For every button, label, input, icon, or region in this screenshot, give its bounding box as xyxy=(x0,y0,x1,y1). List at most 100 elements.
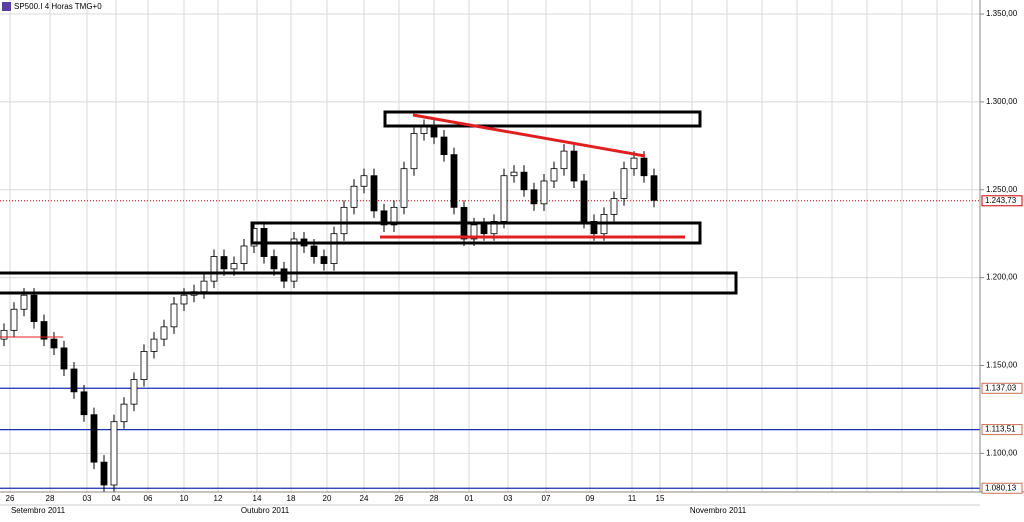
candle-body xyxy=(70,368,78,393)
candle-body xyxy=(470,224,478,240)
symbol-icon xyxy=(2,2,11,11)
x-tick-label: 11 xyxy=(628,494,637,503)
candle-body xyxy=(10,308,18,331)
month-label: Setembro 2011 xyxy=(11,506,66,515)
candles xyxy=(0,119,980,492)
level-label: 1.080,13 xyxy=(985,483,1017,492)
candle-body xyxy=(580,180,588,222)
candle-body xyxy=(270,256,278,270)
candle-body xyxy=(480,224,488,235)
x-tick-label: 07 xyxy=(542,494,551,503)
trend-line xyxy=(412,113,646,158)
candle-body xyxy=(440,136,448,156)
candle-body xyxy=(220,256,228,270)
x-tick-label: 20 xyxy=(323,494,332,503)
candle-body xyxy=(520,171,528,191)
candle-body xyxy=(280,268,288,282)
x-tick-label: 09 xyxy=(586,494,595,503)
candle-body xyxy=(170,303,178,328)
level-tag xyxy=(981,424,1023,436)
x-tick-label: 26 xyxy=(6,494,15,503)
box xyxy=(250,221,702,245)
candle-body xyxy=(100,461,108,486)
x-tick-label: 10 xyxy=(180,494,189,503)
candle-body xyxy=(400,168,408,208)
drawings xyxy=(0,110,738,338)
candle-body xyxy=(570,150,578,182)
chart-title[interactable]: SP500.I 4 Horas TMG+0 xyxy=(14,2,102,11)
candle-body xyxy=(180,294,188,305)
candle-body xyxy=(380,210,388,226)
month-label: Outubro 2011 xyxy=(241,506,290,515)
candle-body xyxy=(310,245,318,257)
candle-body xyxy=(120,403,128,423)
candle-body xyxy=(110,421,118,486)
candle-body xyxy=(230,263,238,270)
candle-body xyxy=(620,168,628,199)
x-tick-label: 24 xyxy=(360,494,369,503)
level-tag xyxy=(981,482,1023,494)
x-tick-label: 01 xyxy=(465,494,474,503)
x-tick-label: 04 xyxy=(112,494,121,503)
candle-body xyxy=(80,391,88,416)
candle-body xyxy=(320,256,328,264)
x-tick-label: 28 xyxy=(46,494,55,503)
candle-body xyxy=(60,347,68,370)
box xyxy=(0,271,738,295)
candle-body xyxy=(650,175,658,201)
candle-body xyxy=(590,220,598,235)
y-tick-label: 1.250,00 xyxy=(986,185,1018,194)
candle-body xyxy=(640,157,648,177)
last-price-label: 1.243,73 xyxy=(985,196,1017,205)
candle-body xyxy=(330,233,338,264)
candle-body xyxy=(350,185,358,208)
box xyxy=(383,110,702,128)
candle-body xyxy=(290,238,298,282)
candle-body xyxy=(420,126,428,134)
candle-body xyxy=(510,171,518,177)
candle-body xyxy=(50,338,58,349)
x-tick-label: 14 xyxy=(253,494,262,503)
candle-body xyxy=(240,245,248,264)
x-tick-label: 06 xyxy=(144,494,153,503)
level-tag xyxy=(981,382,1023,394)
candle-body xyxy=(410,133,418,170)
candle-body xyxy=(450,154,458,208)
candle-body xyxy=(30,294,38,322)
candle-body xyxy=(360,175,368,187)
candle-body xyxy=(150,338,158,352)
candle-body xyxy=(530,189,538,205)
candle-body xyxy=(370,175,378,212)
x-tick-label: 12 xyxy=(214,494,223,503)
x-tick-label: 03 xyxy=(504,494,513,503)
candle-body xyxy=(430,126,438,138)
y-tick-label: 1.100,00 xyxy=(986,448,1018,457)
y-tick-label: 1.300,00 xyxy=(986,97,1018,106)
x-tick-label: 26 xyxy=(395,494,404,503)
candle-body xyxy=(140,351,148,380)
candle-body xyxy=(200,280,208,293)
candle-body xyxy=(560,150,568,170)
x-tick-label: 03 xyxy=(83,494,92,503)
candle-body xyxy=(210,256,218,282)
candle-body xyxy=(130,379,138,405)
candle-body xyxy=(0,329,8,340)
candle-body xyxy=(390,206,398,226)
level-label: 1.137,03 xyxy=(985,383,1017,392)
candle-body xyxy=(550,168,558,182)
y-tick-label: 1.200,00 xyxy=(986,273,1018,282)
candle-body xyxy=(90,414,98,463)
x-tick-label: 28 xyxy=(430,494,439,503)
x-tick-label: 15 xyxy=(656,494,665,503)
x-tick-label: 18 xyxy=(287,494,296,503)
candle-body xyxy=(160,326,168,340)
y-tick-label: 1.150,00 xyxy=(986,361,1018,370)
y-tick-label: 1.350,00 xyxy=(986,9,1018,18)
candle-body xyxy=(630,157,638,170)
last-price-tag xyxy=(981,195,1023,207)
candle-body xyxy=(610,198,618,215)
level-label: 1.113,51 xyxy=(985,425,1016,434)
